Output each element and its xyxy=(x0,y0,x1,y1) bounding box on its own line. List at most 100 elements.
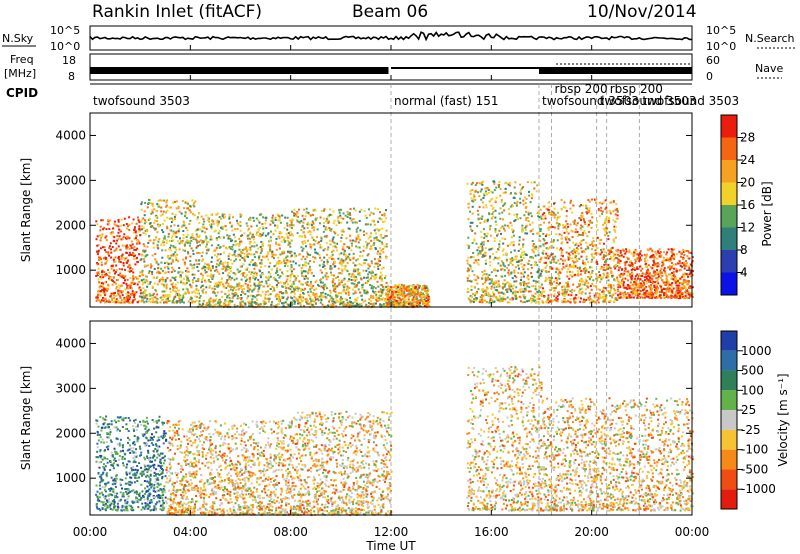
scatter-cell xyxy=(210,275,213,278)
scatter-cell xyxy=(522,254,525,257)
scatter-cell xyxy=(191,273,194,276)
scatter-cell xyxy=(208,302,211,304)
scatter-cell xyxy=(131,222,133,225)
scatter-cell xyxy=(380,289,382,292)
scatter-cell xyxy=(316,298,319,300)
scatter-cell xyxy=(491,197,494,200)
scatter-cell xyxy=(106,259,108,262)
scatter-cell xyxy=(191,233,194,236)
scatter-cell xyxy=(177,271,180,274)
scatter-cell xyxy=(175,259,178,261)
scatter-cell xyxy=(220,277,223,280)
scatter-cell xyxy=(299,305,302,308)
scatter-cell xyxy=(480,298,483,301)
scatter-cell xyxy=(292,280,295,283)
scatter-cell xyxy=(558,271,561,274)
scatter-cell xyxy=(359,238,362,241)
scatter-cell xyxy=(469,189,472,192)
scatter-cell xyxy=(532,228,534,231)
scatter-cell xyxy=(254,301,257,304)
scatter-cell xyxy=(475,242,478,245)
scatter-cell xyxy=(212,274,215,277)
scatter-cell xyxy=(377,300,380,302)
scatter-cell xyxy=(292,288,295,290)
scatter-cell xyxy=(557,291,559,294)
scatter-cell xyxy=(233,253,236,256)
scatter-cell xyxy=(217,253,220,256)
scatter-cell xyxy=(340,302,342,305)
scatter-cell xyxy=(115,224,118,227)
scatter-cell xyxy=(494,199,497,202)
scatter-cell xyxy=(495,297,498,300)
scatter-cell xyxy=(483,299,486,302)
scatter-cell xyxy=(419,291,422,294)
scatter-cell xyxy=(279,221,282,224)
scatter-cell xyxy=(197,302,200,305)
scatter-cell xyxy=(336,234,339,237)
scatter-cell xyxy=(239,213,242,216)
scatter-cell xyxy=(184,283,187,286)
scatter-cell xyxy=(475,299,478,302)
scatter-cell xyxy=(483,289,486,292)
scatter-cell xyxy=(591,245,594,248)
scatter-cell xyxy=(338,283,341,286)
scatter-cell xyxy=(349,239,352,242)
scatter-cell xyxy=(259,252,262,255)
scatter-cell xyxy=(365,241,367,244)
scatter-cell xyxy=(304,287,307,290)
scatter-cell xyxy=(470,197,473,200)
scatter-cell xyxy=(370,239,373,242)
scatter-cell xyxy=(490,217,493,220)
scatter-cell xyxy=(564,299,566,301)
scatter-cell xyxy=(310,272,313,275)
scatter-cell xyxy=(117,257,120,260)
scatter-cell xyxy=(353,240,356,243)
scatter-cell xyxy=(110,251,113,254)
scatter-cell xyxy=(260,261,263,264)
scatter-cell xyxy=(544,276,547,279)
scatter-cell xyxy=(305,277,308,280)
scatter-cell xyxy=(216,259,219,262)
scatter-cell xyxy=(360,208,363,211)
scatter-cell xyxy=(367,253,370,256)
scatter-cell xyxy=(367,302,370,304)
scatter-cell xyxy=(551,287,554,290)
scatter-cell xyxy=(291,301,293,304)
scatter-cell xyxy=(576,250,579,252)
scatter-cell xyxy=(178,297,181,299)
scatter-cell xyxy=(605,211,608,214)
scatter-cell xyxy=(275,254,277,257)
scatter-cell xyxy=(595,277,598,280)
scatter-cell xyxy=(220,217,222,220)
scatter-cell xyxy=(304,298,307,301)
scatter-cell xyxy=(549,282,552,285)
scatter-cell xyxy=(534,301,537,304)
scatter-cell xyxy=(245,276,247,278)
scatter-cell xyxy=(202,288,205,291)
scatter-cell xyxy=(543,290,546,293)
scatter-cell xyxy=(418,285,421,287)
scatter-cell xyxy=(192,301,195,304)
scatter-cell xyxy=(577,244,580,247)
scatter-cell xyxy=(409,284,412,287)
scatter-cell xyxy=(217,212,220,215)
scatter-cell xyxy=(511,228,514,231)
scatter-cell xyxy=(367,267,370,270)
scatter-cell xyxy=(276,267,279,270)
scatter-cell xyxy=(426,287,429,290)
scatter-cell xyxy=(536,232,539,235)
scatter-cell xyxy=(201,304,204,307)
scatter-cell xyxy=(591,198,593,201)
scatter-cell xyxy=(470,255,473,258)
scatter-cell xyxy=(350,242,353,245)
scatter-cell xyxy=(504,191,507,194)
scatter-cell xyxy=(114,271,117,274)
scatter-cell xyxy=(155,236,158,239)
scatter-cell xyxy=(372,285,375,288)
scatter-cell xyxy=(292,282,295,285)
scatter-cell xyxy=(97,272,100,275)
scatter-cell xyxy=(192,252,195,255)
scatter-cell xyxy=(102,228,105,231)
scatter-cell xyxy=(303,234,306,237)
scatter-cell xyxy=(250,253,253,256)
